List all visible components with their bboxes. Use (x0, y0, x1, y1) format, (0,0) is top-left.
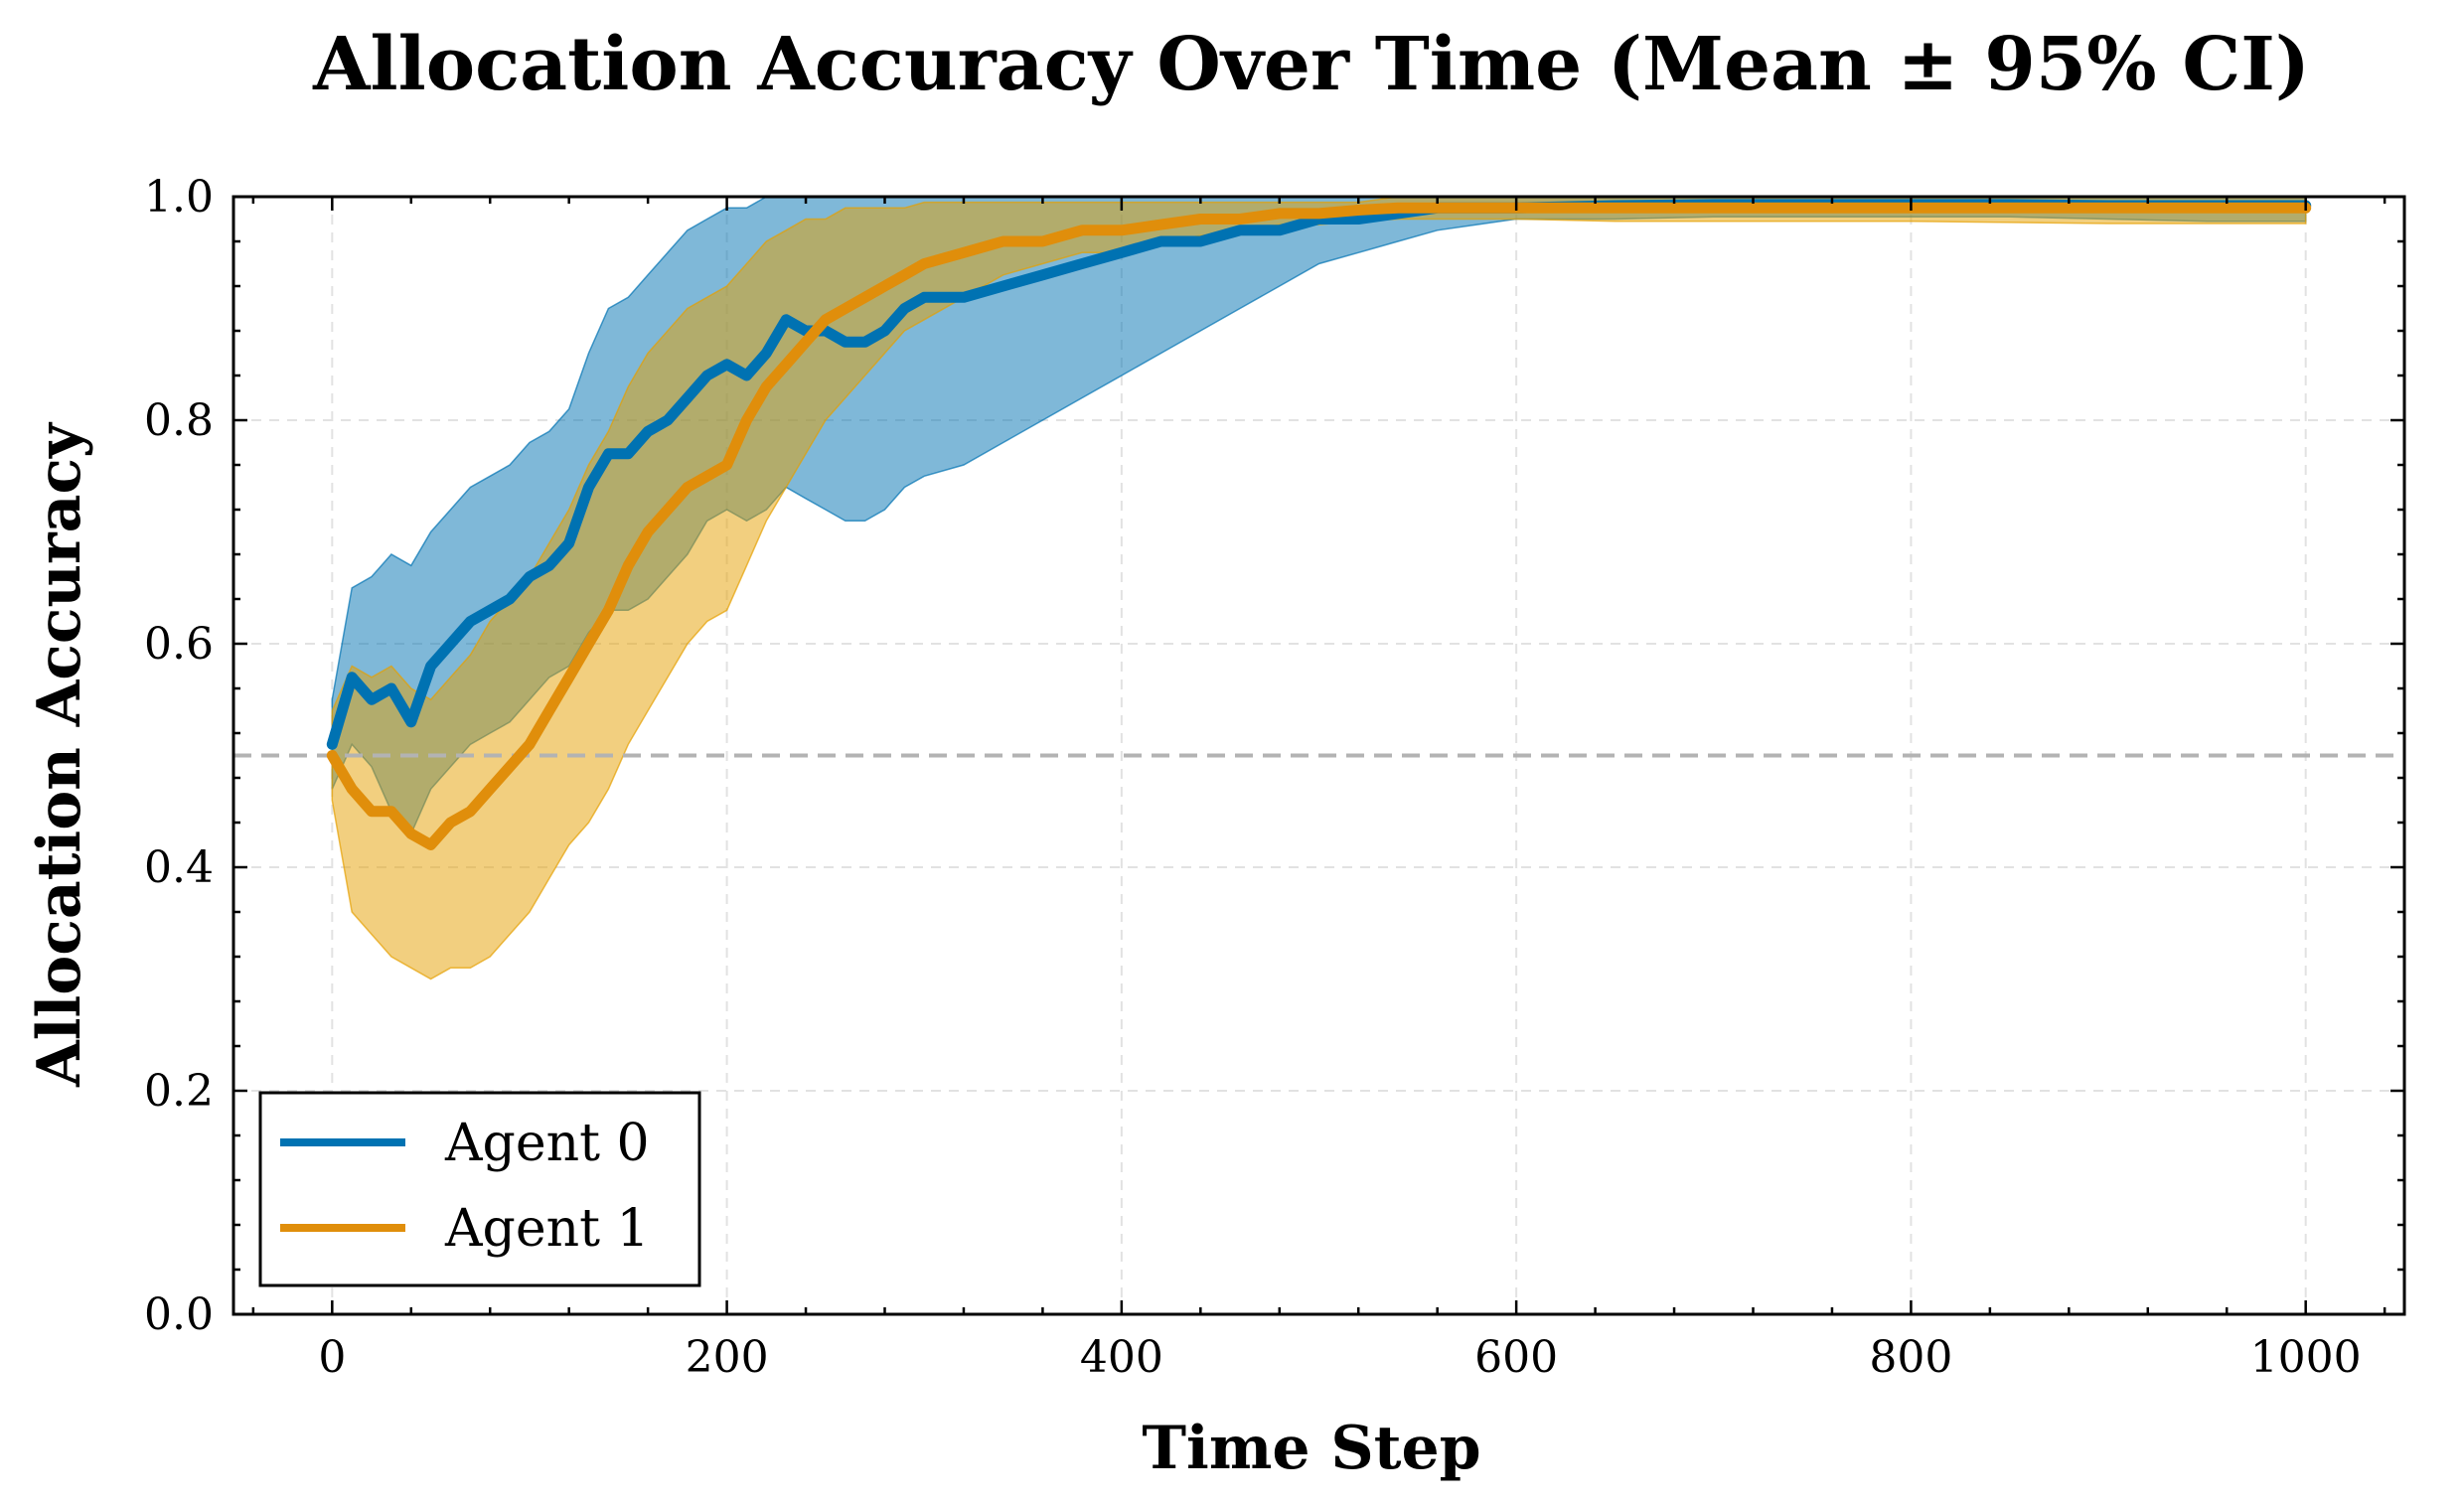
chart-title: Allocation Accuracy Over Time (Mean ± 95… (312, 22, 2310, 107)
axis-ticks (233, 195, 2404, 1316)
confidence-band-agent-1 (331, 196, 2307, 980)
legend: Agent 0 Agent 1 (258, 1091, 701, 1287)
x-axis-label: Time Step (1142, 1414, 1480, 1483)
y-tick-label: 0.2 (144, 1066, 214, 1117)
y-tick-labels: 0.0 0.2 0.4 0.6 0.8 1.0 (144, 172, 214, 1340)
series-line-agent-1 (326, 202, 2312, 850)
x-tick-label: 200 (686, 1332, 769, 1383)
x-tick-labels: 0 200 400 600 800 1000 (318, 1332, 2361, 1383)
confidence-bands (331, 196, 2307, 980)
x-tick-label: 800 (1869, 1332, 1952, 1383)
plot-frame (231, 195, 2406, 1316)
y-tick-label: 0.4 (144, 842, 214, 893)
legend-label-agent-0: Agent 0 (444, 1114, 650, 1173)
x-tick-label: 600 (1474, 1332, 1558, 1383)
y-tick-label: 1.0 (144, 172, 214, 223)
legend-box (258, 1091, 701, 1287)
y-tick-label: 0.8 (144, 395, 214, 446)
x-tick-label: 0 (318, 1332, 346, 1383)
y-tick-label: 0.6 (144, 619, 214, 670)
y-axis-label: Allocation Accuracy (25, 421, 94, 1088)
series-lines (326, 199, 2312, 850)
y-tick-label: 0.0 (144, 1289, 214, 1340)
x-tick-label: 400 (1080, 1332, 1163, 1383)
legend-label-agent-1: Agent 1 (444, 1199, 650, 1259)
x-tick-label: 1000 (2250, 1332, 2362, 1383)
